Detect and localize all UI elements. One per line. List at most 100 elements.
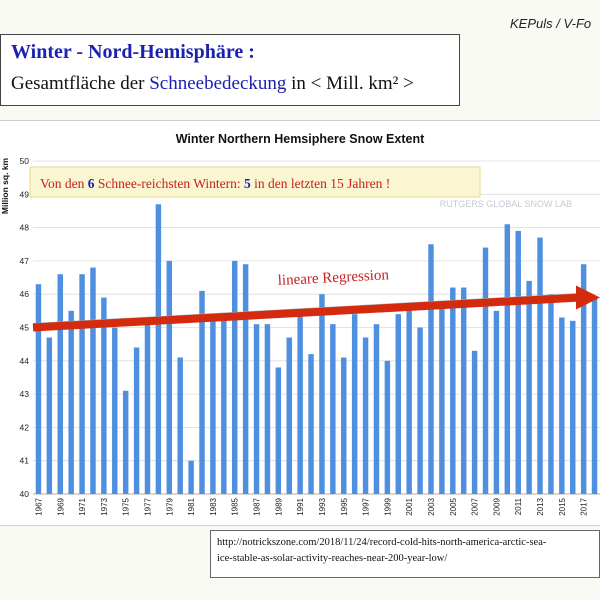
x-tick-label: 2015 xyxy=(558,497,567,515)
x-tick-label: 1995 xyxy=(340,497,349,515)
bar-1982 xyxy=(199,290,205,494)
y-tick-labels: 40 41 42 43 44 45 46 47 48 49 50 xyxy=(20,156,30,499)
x-tick-label: 1967 xyxy=(34,497,43,515)
bar-1996 xyxy=(351,314,358,494)
bar-1986 xyxy=(242,264,249,494)
y-tick-label: 42 xyxy=(20,422,30,432)
chart-title: Winter Northern Hemsiphere Snow Extent xyxy=(176,132,425,146)
slide-subtitle: Gesamtfläche der Schneebedeckung in < Mi… xyxy=(11,73,414,95)
svg-text:Von den 6 Schnee-reichsten Win: Von den 6 Schnee-reichsten Wintern: 5 in… xyxy=(40,176,390,191)
bar-1997 xyxy=(362,337,369,494)
bar-1992 xyxy=(308,354,314,494)
source-box: http://notrickszone.com/2018/11/24/recor… xyxy=(210,530,600,578)
bar-1967 xyxy=(35,284,42,494)
bar-2001 xyxy=(406,307,412,494)
bar-2007 xyxy=(471,350,478,494)
x-tick-label: 1975 xyxy=(122,497,131,515)
source-line-1: http://notrickszone.com/2018/11/24/recor… xyxy=(217,537,547,548)
bar-1983 xyxy=(210,314,216,494)
bar-1970 xyxy=(68,310,74,494)
bar-1975 xyxy=(122,390,129,494)
x-tick-label: 1971 xyxy=(78,497,87,515)
bar-1999 xyxy=(384,360,391,494)
bar-1990 xyxy=(286,337,292,494)
x-tick-label: 2007 xyxy=(471,497,480,515)
bar-2014 xyxy=(548,294,554,494)
snow-extent-chart: Winter Northern Hemsiphere Snow Extent M… xyxy=(0,132,600,516)
y-tick-label: 41 xyxy=(20,456,30,466)
y-tick-label: 49 xyxy=(20,189,30,199)
bar-1993 xyxy=(319,294,325,494)
y-tick-label: 46 xyxy=(20,289,30,299)
regression-label: lineare Regression xyxy=(277,267,389,289)
title-box: Winter - Nord-Hemisphäre : Gesamtfläche … xyxy=(0,34,460,106)
regression-arrowhead xyxy=(576,285,600,310)
bar-1972 xyxy=(90,267,96,494)
bar-2006 xyxy=(460,287,467,494)
bar-1994 xyxy=(330,324,336,494)
bar-2000 xyxy=(395,314,402,494)
x-tick-label: 2011 xyxy=(514,497,523,515)
bar-1988 xyxy=(264,324,271,494)
bar-2017 xyxy=(580,264,587,494)
x-tick-label: 1989 xyxy=(274,497,283,515)
bar-2004 xyxy=(439,304,445,494)
bar-2005 xyxy=(450,287,456,494)
x-tick-label: 2013 xyxy=(536,497,545,515)
y-axis-label: Million sq. km xyxy=(0,157,10,214)
bar-1987 xyxy=(253,324,260,494)
bar-1984 xyxy=(221,314,227,494)
x-tick-label: 1973 xyxy=(100,497,109,515)
bar-2003 xyxy=(428,244,434,494)
source-line-2: ice-stable-as-solar-activity-reaches-nea… xyxy=(217,553,448,564)
bar-2011 xyxy=(515,230,521,494)
callout-number-a: 6 xyxy=(88,176,95,191)
bar-1976 xyxy=(133,347,140,494)
bar-2016 xyxy=(570,320,576,494)
bars xyxy=(35,204,598,494)
slide-title: Winter - Nord-Hemisphäre : xyxy=(11,41,255,63)
bar-2013 xyxy=(537,237,543,494)
x-tick-label: 2001 xyxy=(405,497,414,515)
brand-label: KEPuls / V-Fo xyxy=(510,16,592,31)
bar-1978 xyxy=(155,204,162,494)
x-tick-label: 1991 xyxy=(296,497,305,515)
x-tick-label: 1999 xyxy=(383,497,392,515)
y-tick-label: 47 xyxy=(20,256,30,266)
x-tick-label: 1997 xyxy=(362,497,371,515)
x-tick-label: 1977 xyxy=(143,497,152,515)
x-tick-label: 2017 xyxy=(580,497,589,515)
x-tick-label: 1985 xyxy=(231,497,240,515)
y-tick-label: 44 xyxy=(20,356,30,366)
x-tick-label: 1983 xyxy=(209,497,218,515)
y-tick-label: 48 xyxy=(20,223,30,233)
x-tick-label: 2005 xyxy=(449,497,458,515)
bar-2009 xyxy=(493,310,500,494)
bar-2012 xyxy=(526,280,532,494)
x-tick-label: 1969 xyxy=(56,497,65,515)
bar-1971 xyxy=(79,274,85,494)
bar-2018 xyxy=(591,297,598,494)
x-tick-label: 2009 xyxy=(492,497,501,515)
bar-1998 xyxy=(373,324,380,494)
callout-text-a: Von den xyxy=(40,176,88,191)
bar-1979 xyxy=(166,260,173,494)
bar-2002 xyxy=(417,327,423,494)
bar-1969 xyxy=(57,274,63,494)
callout-box: Von den 6 Schnee-reichsten Wintern: 5 in… xyxy=(29,166,481,198)
bar-1995 xyxy=(341,357,347,494)
x-tick-labels: 1967 1969 1971 1973 1975 1977 1979 1981 1983 1985… xyxy=(34,497,588,515)
bar-1985 xyxy=(231,260,238,494)
subtitle-prefix: Gesamtfläche der xyxy=(11,73,150,94)
y-tick-label: 43 xyxy=(20,389,30,399)
subtitle-highlight: Schneebedeckung xyxy=(149,73,287,94)
subtitle-suffix: in < Mill. km² > xyxy=(286,73,414,94)
y-tick-label: 40 xyxy=(20,489,30,499)
callout-text-b: Schnee-reichsten Wintern: xyxy=(95,176,245,191)
x-tick-label: 1979 xyxy=(165,497,174,515)
bar-1989 xyxy=(275,367,282,494)
bar-2010 xyxy=(504,224,511,494)
callout-text-c: in den letzten 15 Jahren ! xyxy=(251,176,390,191)
bar-1974 xyxy=(112,327,118,494)
